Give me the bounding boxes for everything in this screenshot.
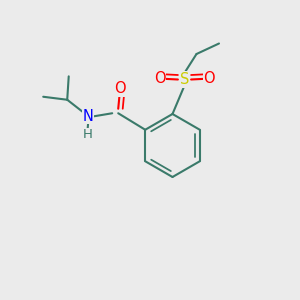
Text: O: O <box>154 71 166 86</box>
Text: H: H <box>83 128 93 141</box>
Text: O: O <box>114 81 125 96</box>
Text: N: N <box>83 109 94 124</box>
Text: S: S <box>180 72 189 87</box>
Text: O: O <box>203 71 215 86</box>
